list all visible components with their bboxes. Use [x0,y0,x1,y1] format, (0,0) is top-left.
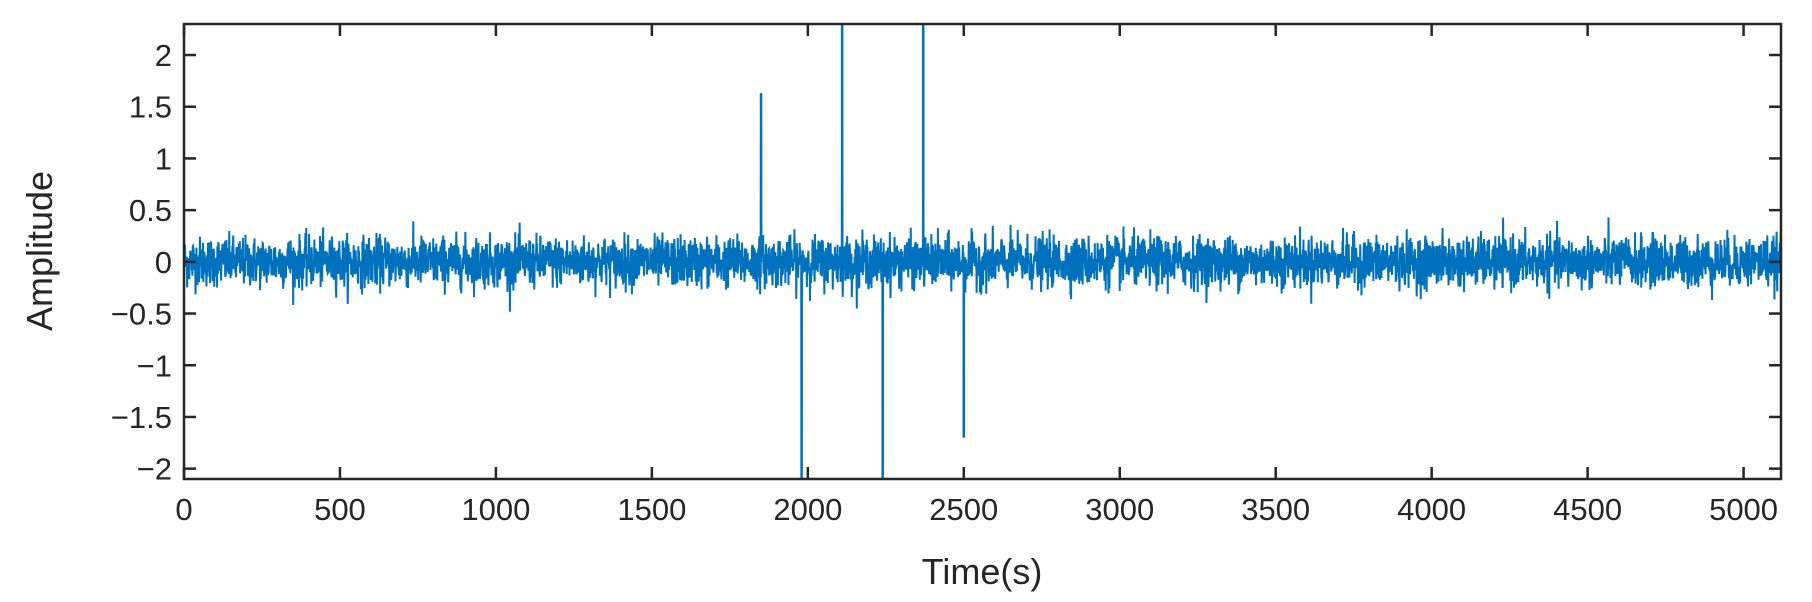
x-tick-label: 2500 [929,492,998,527]
x-tick-label: 3500 [1241,492,1310,527]
x-axis-label: Time(s) [922,551,1043,592]
y-axis: −2 −1.5 −1 −0.5 0 0.5 1 1.5 2 [111,38,1781,487]
y-axis-label: Amplitude [19,171,60,331]
x-tick-label: 4500 [1553,492,1622,527]
y-tick-label: 0 [155,245,172,280]
series-line [184,24,1781,479]
x-tick-label: 0 [175,492,192,527]
plot-area-frame [182,22,1783,481]
x-tick-label: 3000 [1085,492,1154,527]
x-tick-label: 500 [314,492,366,527]
x-tick-label: 1000 [461,492,530,527]
x-tick-label: 1500 [617,492,686,527]
y-tick-label: −1.5 [111,400,172,435]
x-tick-label: 2000 [773,492,842,527]
x-tick-label: 4000 [1397,492,1466,527]
y-tick-label: 0.5 [129,193,172,228]
y-tick-label: −2 [137,452,172,487]
y-tick-label: −0.5 [111,297,172,332]
x-axis: 0 500 1000 1500 2000 2500 3000 3500 4000 4500 5000 [175,24,1778,527]
y-tick-label: 2 [155,38,172,73]
y-tick-label: 1.5 [129,90,172,125]
y-tick-label: −1 [137,348,172,383]
x-tick-label: 5000 [1709,492,1778,527]
y-tick-label: 1 [155,141,172,176]
